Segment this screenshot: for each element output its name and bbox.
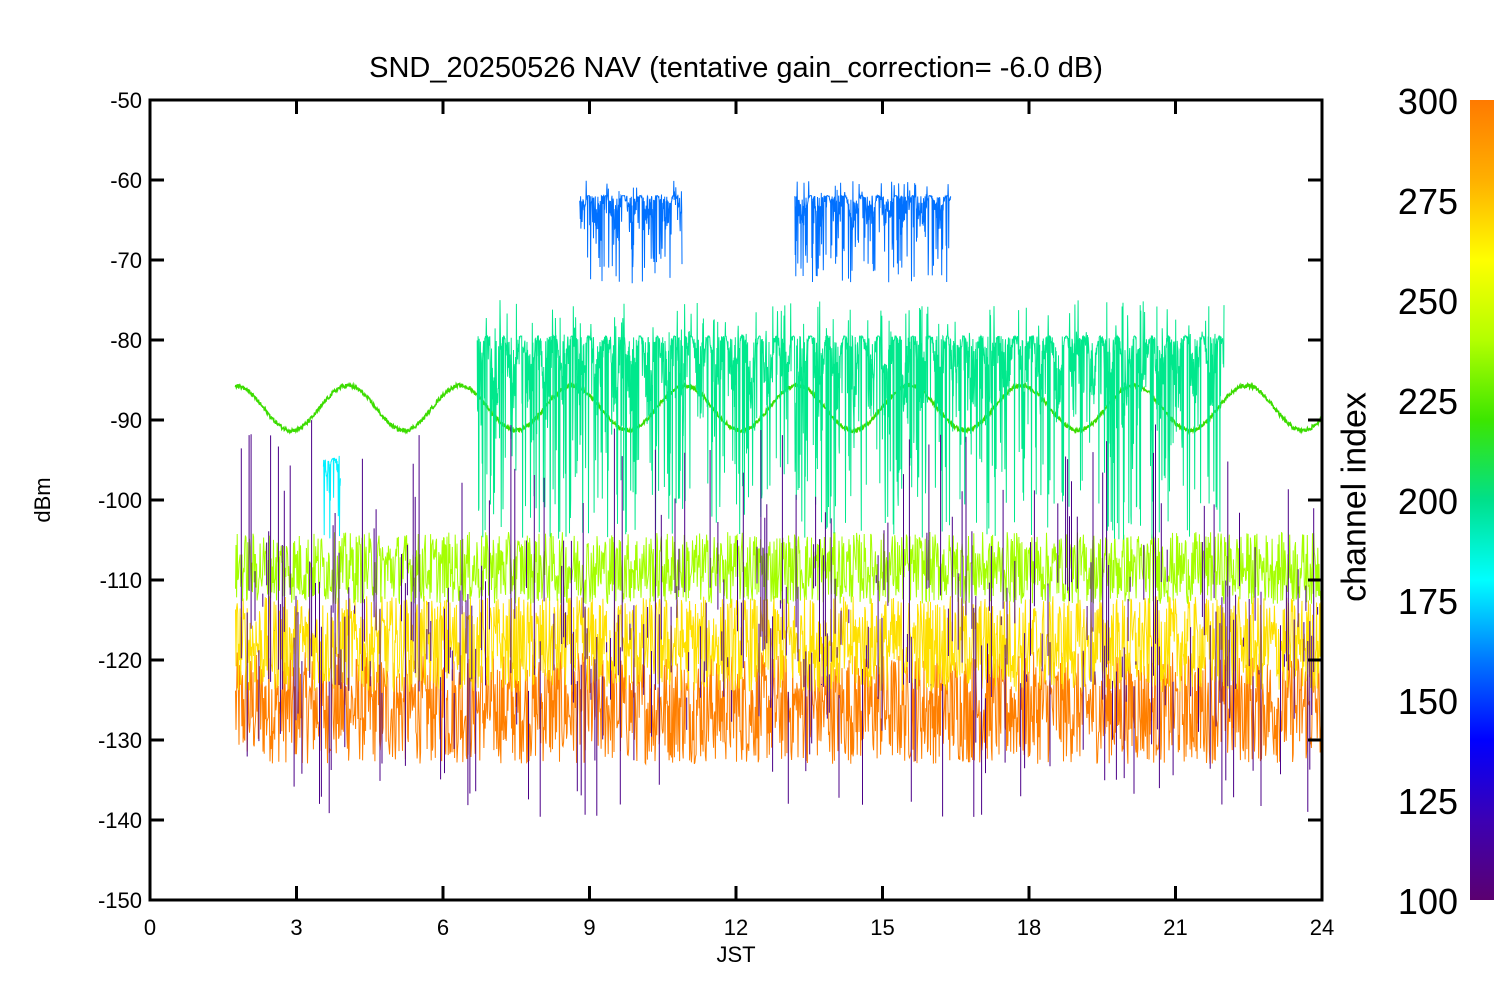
colorbar-tick-label: 150 — [1398, 681, 1458, 722]
x-tick-label: 9 — [583, 915, 595, 940]
colorbar-tick-label: 200 — [1398, 481, 1458, 522]
y-tick-label: -150 — [98, 888, 142, 913]
y-tick-label: -140 — [98, 808, 142, 833]
colorbar-tick-label: 225 — [1398, 381, 1458, 422]
colorbar-tick-label: 275 — [1398, 181, 1458, 222]
y-tick-label: -90 — [110, 408, 142, 433]
colorbar-tick-label: 100 — [1398, 881, 1458, 922]
x-tick-label: 15 — [870, 915, 894, 940]
x-axis-label: JST — [716, 942, 756, 967]
series-line — [579, 180, 952, 284]
series-line — [476, 300, 1225, 540]
chart-title: SND_20250526 NAV (tentative gain_correct… — [369, 52, 1103, 84]
x-tick-label: 6 — [437, 915, 449, 940]
y-tick-label: -130 — [98, 728, 142, 753]
y-tick-label: -50 — [110, 88, 142, 113]
series-line — [322, 455, 341, 539]
colorbar-tick-label: 300 — [1398, 81, 1458, 122]
y-tick-label: -120 — [98, 648, 142, 673]
y-tick-label: -80 — [110, 328, 142, 353]
series-line — [235, 652, 1322, 766]
x-tick-label: 21 — [1163, 915, 1187, 940]
y-tick-label: -70 — [110, 248, 142, 273]
x-tick-label: 0 — [144, 915, 156, 940]
series-line — [240, 420, 1322, 817]
series-line — [235, 531, 1322, 604]
colorbar-tick-label: 125 — [1398, 781, 1458, 822]
series-line — [235, 595, 1322, 693]
colorbar-tick-label: 250 — [1398, 281, 1458, 322]
x-tick-label: 18 — [1017, 915, 1041, 940]
y-tick-label: -60 — [110, 168, 142, 193]
colorbar-tick-label: 175 — [1398, 581, 1458, 622]
x-tick-label: 3 — [290, 915, 302, 940]
x-tick-label: 12 — [724, 915, 748, 940]
y-tick-label: -110 — [100, 568, 142, 593]
colorbar — [1470, 100, 1494, 900]
x-tick-label: 24 — [1310, 915, 1334, 940]
y-tick-label: -100 — [98, 488, 142, 513]
